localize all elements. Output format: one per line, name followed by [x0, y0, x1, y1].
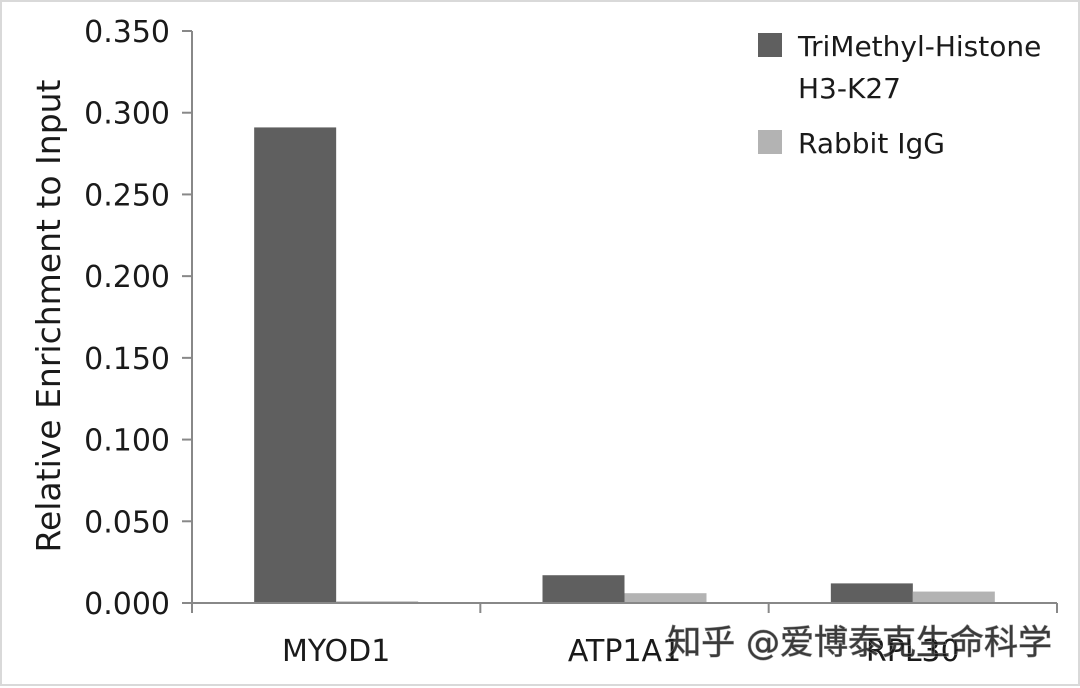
legend: TriMethyl-Histone H3-K27 Rabbit IgG [758, 30, 1041, 160]
y-tick-label: 0.000 [84, 587, 170, 622]
x-category-label: RPL30 [866, 634, 960, 669]
legend-label-2: Rabbit IgG [798, 127, 945, 160]
bar-myod1-series-1 [254, 127, 337, 604]
legend-label-line: TriMethyl-Histone [797, 30, 1041, 63]
y-tick-label: 0.050 [84, 505, 170, 540]
y-ticks-layer: 0.000 0.050 0.100 0.150 0.200 0.250 0.300 0.350 [84, 15, 192, 622]
bar-atp1a1-series-1 [542, 575, 625, 603]
watermark-text: 知乎 @爱博泰克生命科学 [667, 623, 1052, 663]
bars-layer [254, 127, 995, 604]
x-category-label: MYOD1 [282, 634, 390, 669]
y-tick-label: 0.300 [84, 97, 170, 132]
legend-swatch-2 [758, 130, 782, 154]
bar-rpl30-series-2 [912, 591, 995, 603]
y-tick-label: 0.250 [84, 178, 170, 213]
y-tick-label: 0.100 [84, 424, 170, 459]
x-categories-layer: MYOD1 ATP1A1 RPL30 [282, 634, 960, 669]
legend-label-line: Rabbit IgG [798, 127, 945, 160]
legend-swatch-1 [758, 33, 782, 57]
y-tick-label: 0.150 [84, 342, 170, 377]
x-category-label: ATP1A1 [568, 634, 681, 669]
axes-layer [191, 31, 1058, 613]
legend-label-1: TriMethyl-Histone H3-K27 [797, 30, 1041, 105]
legend-label-line: H3-K27 [798, 72, 901, 105]
y-tick-label: 0.200 [84, 260, 170, 295]
bar-atp1a1-series-2 [624, 593, 707, 603]
y-axis-title: Relative Enrichment to Input [29, 79, 68, 552]
bar-rpl30-series-1 [830, 583, 913, 603]
y-tick-label: 0.350 [84, 15, 170, 50]
